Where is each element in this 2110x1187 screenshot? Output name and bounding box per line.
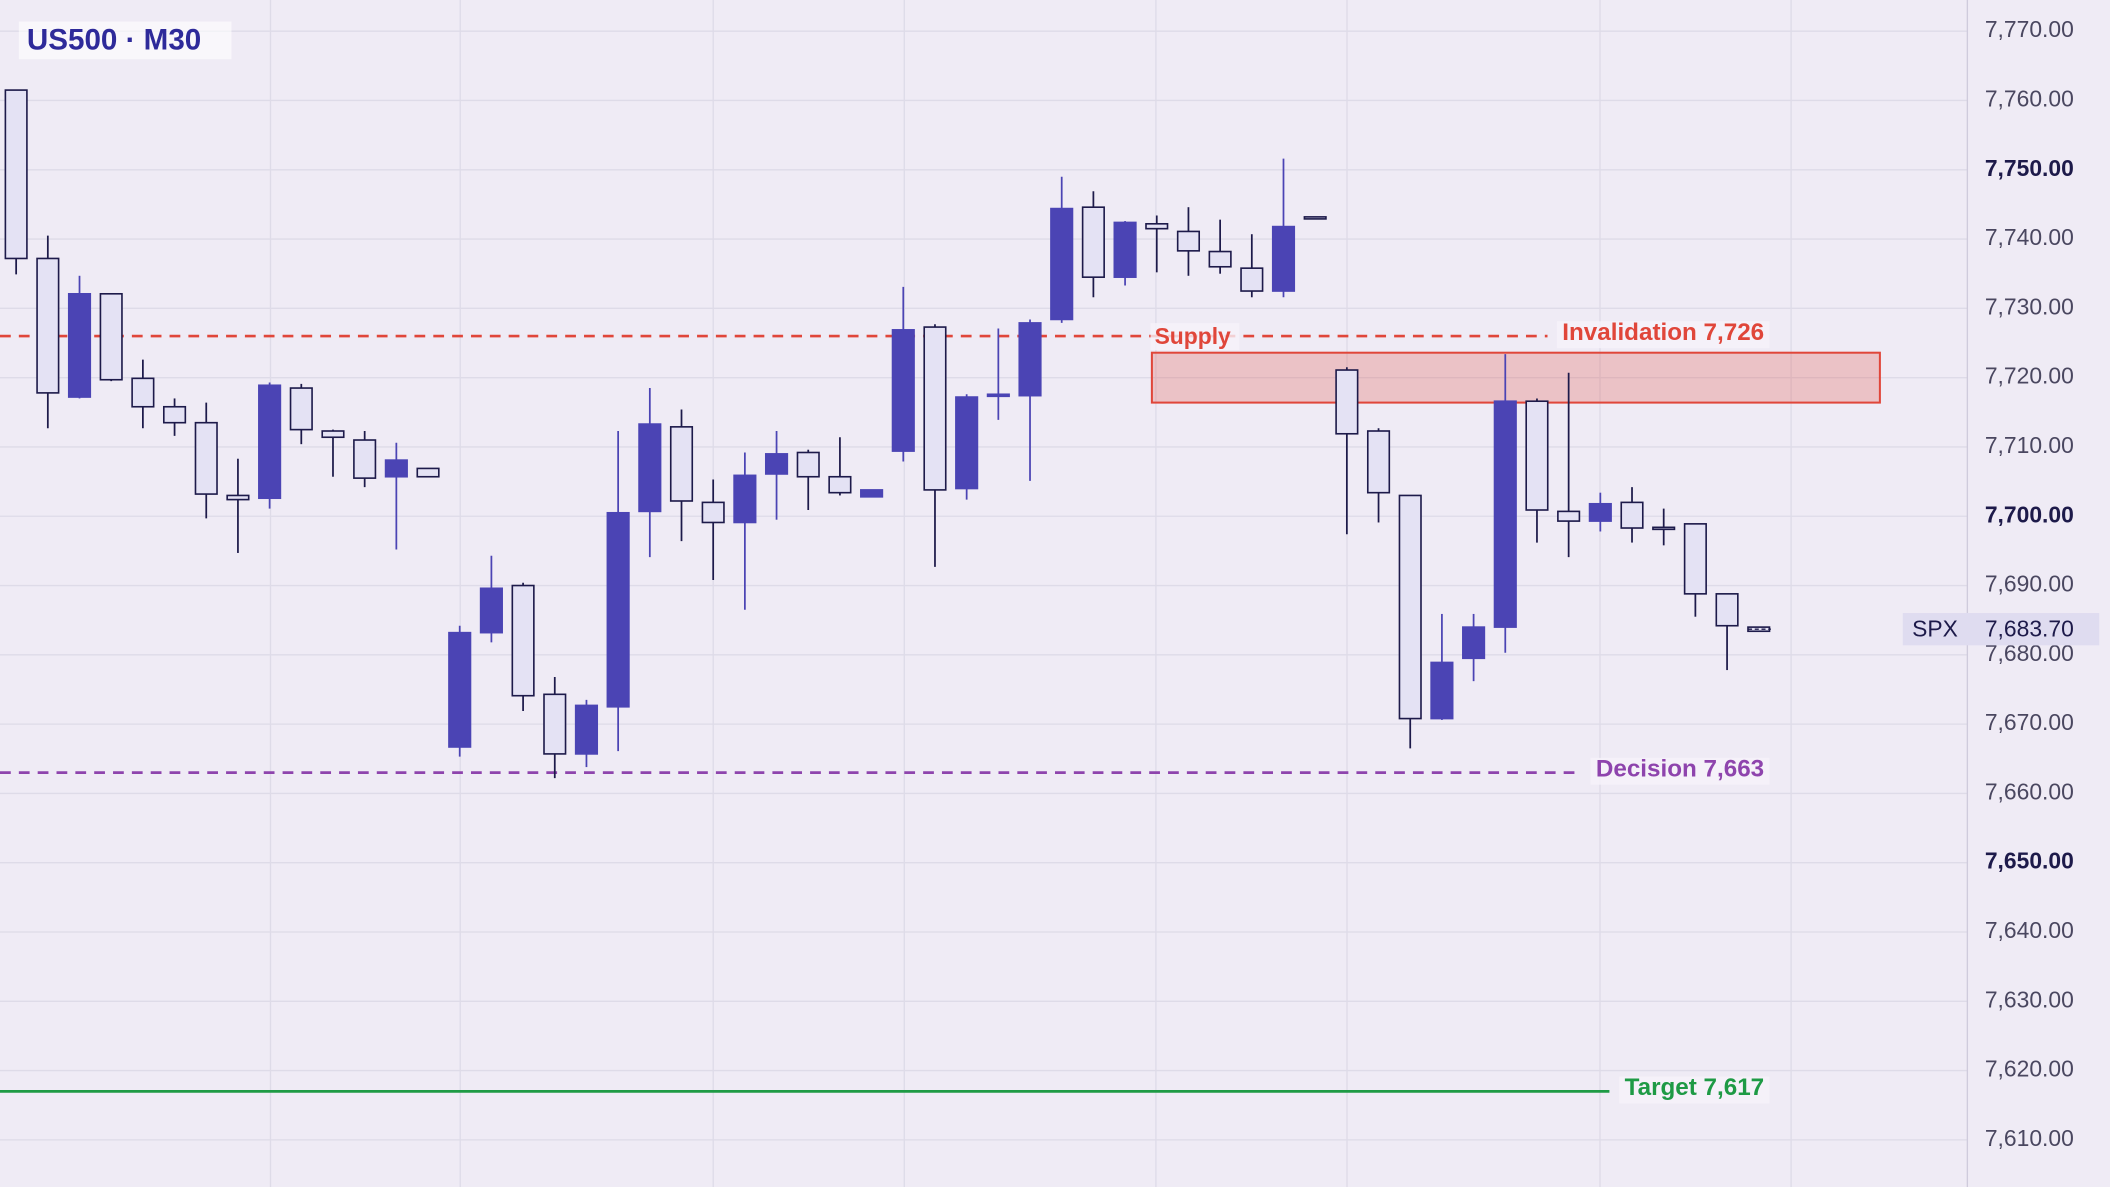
candle-body [321, 430, 345, 439]
candle-body [258, 384, 282, 500]
candle-body [638, 423, 662, 513]
supply-zone [1150, 351, 1881, 404]
level-label: Invalidation 7,726 [1562, 319, 1764, 346]
candle-body [1525, 400, 1549, 511]
level-label: Decision 7,663 [1596, 755, 1764, 782]
candle-body [891, 329, 915, 452]
candle-body [1081, 206, 1105, 278]
plot: Invalidation 7,726 Decision 7,663 Target 7… [0, 89, 1881, 1104]
candle-body [479, 587, 503, 634]
y-tick-label: 7,720.00 [1985, 363, 2074, 389]
candle-body [67, 292, 92, 398]
candle-body [1398, 494, 1422, 720]
y-tick-label: 7,750.00 [1985, 155, 2074, 181]
zone-label-bg [1150, 323, 1240, 351]
candle-body [1557, 510, 1581, 522]
candle-body [289, 387, 313, 431]
level-label: Target 7,617 [1625, 1074, 1765, 1101]
y-tick-label: 7,660.00 [1985, 778, 2074, 804]
zone-label: Supply [1155, 323, 1231, 349]
y-tick-label: 7,640.00 [1985, 917, 2074, 943]
candle-body [1271, 225, 1296, 292]
candle-body [1652, 526, 1676, 531]
candle-body [1018, 322, 1042, 397]
level-label-bg [1619, 1076, 1770, 1104]
candle-body [1683, 523, 1707, 595]
candle-body [986, 393, 1010, 398]
candle-body [1145, 223, 1169, 230]
candle-body [194, 421, 218, 495]
candle-body [1620, 501, 1644, 529]
price-tag [1902, 613, 2100, 646]
candle-body [1113, 221, 1137, 278]
candle-body [1366, 430, 1391, 494]
y-tick-label: 7,770.00 [1985, 16, 2074, 42]
candle-body [4, 89, 28, 260]
price-symbol: SPX [1912, 616, 1958, 642]
candle-body [1588, 502, 1612, 522]
candle-body [162, 405, 187, 424]
y-tick-label: 7,650.00 [1985, 848, 2074, 874]
y-tick-label: 7,610.00 [1985, 1125, 2074, 1151]
candle-body [1493, 400, 1517, 628]
y-tick-label: 7,630.00 [1985, 986, 2074, 1012]
candle-body [1176, 230, 1201, 252]
candle-body [1335, 369, 1359, 435]
y-tick-label: 7,690.00 [1985, 571, 2074, 597]
candle-body [99, 292, 123, 381]
y-tick-label: 7,670.00 [1985, 709, 2074, 735]
candle-body [733, 474, 757, 524]
candle-body [353, 439, 377, 479]
level-label-bg [1590, 757, 1770, 785]
candle-body [36, 257, 60, 394]
y-grid [0, 30, 1968, 1141]
candle-body [860, 489, 884, 498]
candle-body [1208, 250, 1232, 268]
candle-body [131, 377, 155, 408]
candle-body [923, 326, 947, 491]
y-axis: 7,610.00 7,620.00 7,630.00 7,640.00 7,650.00… [1902, 16, 2100, 1151]
candle-body [448, 631, 472, 748]
y-tick-label: 7,740.00 [1985, 224, 2074, 250]
candle-body [955, 396, 979, 490]
candle-body [226, 494, 250, 501]
title-bg [18, 21, 232, 60]
candle-body [1050, 207, 1074, 321]
candle-body [574, 704, 599, 755]
candle-body [511, 584, 535, 697]
candle-body [828, 475, 852, 494]
candle-body [764, 453, 789, 475]
candle-body [606, 511, 630, 708]
candle-body [1430, 661, 1454, 720]
candle-body [669, 426, 694, 502]
candle-body [543, 693, 567, 755]
y-tick-label: 7,760.00 [1985, 86, 2074, 112]
y-tick-label: 7,620.00 [1985, 1056, 2074, 1082]
y-tick-label: 7,700.00 [1985, 501, 2074, 527]
candle-body [384, 459, 408, 478]
level-label-bg [1556, 321, 1770, 349]
x-grid [269, 0, 1792, 1187]
candle-body [1303, 216, 1327, 220]
chart-title: US500 · M30 [27, 24, 201, 57]
candle-body [1715, 593, 1739, 627]
candle-body [701, 501, 725, 524]
price-label: 7,683.70 [1985, 616, 2074, 642]
candle-body [796, 451, 820, 478]
candle-body [1462, 626, 1486, 660]
y-tick-label: 7,710.00 [1985, 432, 2074, 458]
candle-body [1240, 267, 1264, 292]
y-tick-label: 7,730.00 [1985, 293, 2074, 319]
candle-body [416, 467, 440, 478]
